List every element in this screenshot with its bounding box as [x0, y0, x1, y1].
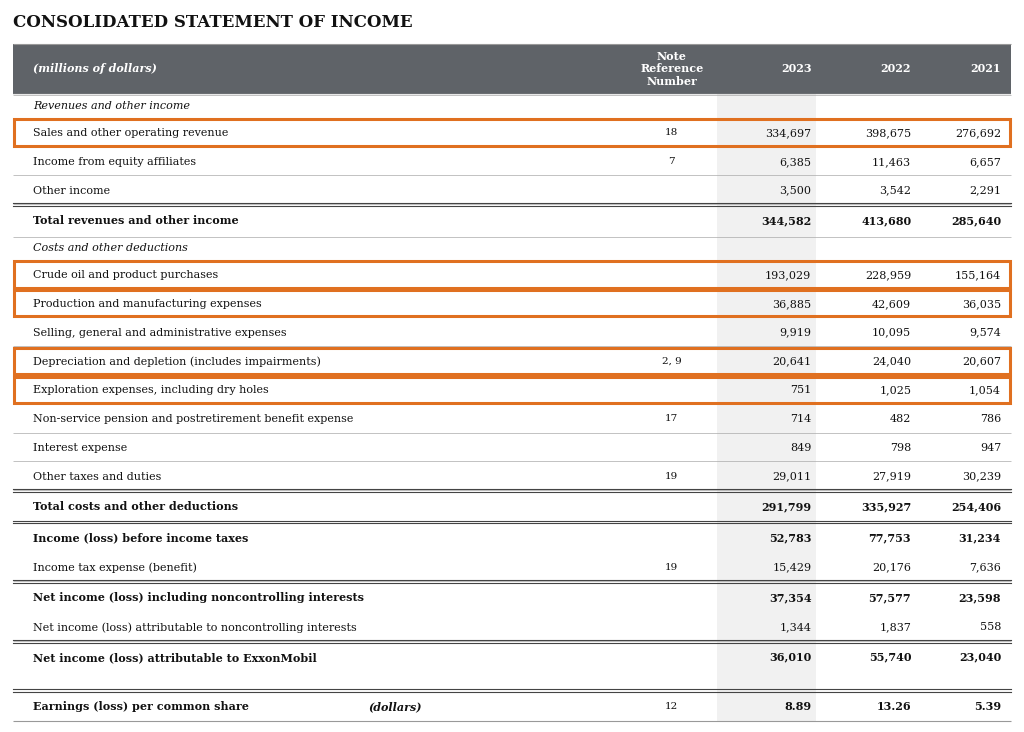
Text: Income from equity affiliates: Income from equity affiliates: [33, 157, 196, 167]
Text: (dollars): (dollars): [368, 701, 422, 712]
Text: 36,885: 36,885: [772, 299, 811, 309]
Bar: [717, 44, 816, 722]
Text: 36,035: 36,035: [962, 299, 1001, 309]
Text: Other income: Other income: [33, 185, 111, 195]
Text: 19: 19: [665, 563, 678, 572]
Text: 19: 19: [665, 472, 678, 481]
Text: 18: 18: [665, 128, 678, 138]
Text: 20,641: 20,641: [772, 356, 811, 367]
Text: 12: 12: [665, 702, 678, 711]
Text: CONSOLIDATED STATEMENT OF INCOME: CONSOLIDATED STATEMENT OF INCOME: [13, 14, 413, 31]
Text: 558: 558: [980, 622, 1001, 632]
Text: (millions of dollars): (millions of dollars): [33, 64, 157, 75]
Text: 1,054: 1,054: [969, 385, 1001, 395]
Text: 786: 786: [980, 414, 1001, 424]
Text: 24,040: 24,040: [872, 356, 911, 367]
Text: Non-service pension and postretirement benefit expense: Non-service pension and postretirement b…: [33, 414, 353, 424]
Text: 335,927: 335,927: [861, 501, 911, 512]
Text: Selling, general and administrative expenses: Selling, general and administrative expe…: [33, 327, 287, 337]
Text: 23,598: 23,598: [958, 592, 1001, 603]
Text: Income tax expense (benefit): Income tax expense (benefit): [33, 562, 197, 573]
Text: Net income (loss) including noncontrolling interests: Net income (loss) including noncontrolli…: [33, 592, 364, 603]
Text: 52,783: 52,783: [769, 532, 811, 543]
Text: 291,799: 291,799: [761, 501, 811, 512]
Text: 228,959: 228,959: [865, 270, 911, 280]
Text: 7,636: 7,636: [969, 562, 1001, 572]
Text: Revenues and other income: Revenues and other income: [33, 101, 190, 111]
Text: 9,919: 9,919: [779, 327, 811, 337]
Text: 155,164: 155,164: [954, 270, 1001, 280]
Text: 1,025: 1,025: [880, 385, 911, 395]
Text: Total costs and other deductions: Total costs and other deductions: [33, 501, 239, 512]
Text: 3,542: 3,542: [880, 185, 911, 195]
Text: 2021: 2021: [971, 64, 1001, 75]
Text: 27,919: 27,919: [872, 471, 911, 482]
Text: 751: 751: [791, 385, 811, 395]
Text: 42,609: 42,609: [872, 299, 911, 309]
Text: 276,692: 276,692: [955, 128, 1001, 138]
Text: Total revenues and other income: Total revenues and other income: [33, 215, 239, 226]
Text: 798: 798: [890, 443, 911, 453]
Text: 2023: 2023: [780, 64, 811, 75]
Bar: [13, 44, 1011, 94]
Text: 57,577: 57,577: [868, 592, 911, 603]
Text: 8.89: 8.89: [784, 701, 811, 712]
Text: Income (loss) before income taxes: Income (loss) before income taxes: [33, 532, 249, 543]
Text: Note
Reference
Number: Note Reference Number: [640, 51, 703, 87]
Text: 849: 849: [790, 443, 811, 453]
Text: 947: 947: [980, 443, 1001, 453]
Text: 5.39: 5.39: [974, 701, 1001, 712]
Text: 55,740: 55,740: [868, 652, 911, 663]
Text: 334,697: 334,697: [765, 128, 811, 138]
Text: 29,011: 29,011: [772, 471, 811, 482]
Text: 3,500: 3,500: [779, 185, 811, 195]
Text: 2022: 2022: [881, 64, 911, 75]
Text: 77,753: 77,753: [868, 532, 911, 543]
Text: 11,463: 11,463: [872, 157, 911, 167]
Text: Net income (loss) attributable to ExxonMobil: Net income (loss) attributable to ExxonM…: [33, 652, 316, 663]
Text: 17: 17: [665, 414, 678, 424]
Text: 482: 482: [890, 414, 911, 424]
Text: 1,837: 1,837: [880, 622, 911, 632]
Text: 1,344: 1,344: [779, 622, 811, 632]
Text: Depreciation and depletion (includes impairments): Depreciation and depletion (includes imp…: [33, 356, 321, 367]
Text: 344,582: 344,582: [761, 215, 811, 226]
Text: Exploration expenses, including dry holes: Exploration expenses, including dry hole…: [33, 385, 268, 395]
Text: 20,607: 20,607: [962, 356, 1001, 367]
Text: Production and manufacturing expenses: Production and manufacturing expenses: [33, 299, 262, 309]
Text: Net income (loss) attributable to noncontrolling interests: Net income (loss) attributable to noncon…: [33, 622, 356, 632]
Text: Crude oil and product purchases: Crude oil and product purchases: [33, 270, 218, 280]
Text: 31,234: 31,234: [958, 532, 1001, 543]
Text: Other taxes and duties: Other taxes and duties: [33, 471, 162, 482]
Text: Costs and other deductions: Costs and other deductions: [33, 243, 187, 253]
Text: 6,385: 6,385: [779, 157, 811, 167]
Text: 2,291: 2,291: [969, 185, 1001, 195]
Text: 714: 714: [791, 414, 811, 424]
Text: 30,239: 30,239: [962, 471, 1001, 482]
Text: 36,010: 36,010: [769, 652, 811, 663]
Text: 15,429: 15,429: [772, 562, 811, 572]
Text: 13.26: 13.26: [877, 701, 911, 712]
Text: 20,176: 20,176: [872, 562, 911, 572]
Text: 285,640: 285,640: [951, 215, 1001, 226]
Text: 23,040: 23,040: [958, 652, 1001, 663]
Text: 193,029: 193,029: [765, 270, 811, 280]
Text: 37,354: 37,354: [769, 592, 811, 603]
Text: Interest expense: Interest expense: [33, 443, 127, 453]
Text: 254,406: 254,406: [951, 501, 1001, 512]
Text: 10,095: 10,095: [872, 327, 911, 337]
Text: 413,680: 413,680: [861, 215, 911, 226]
Text: 9,574: 9,574: [969, 327, 1001, 337]
Text: 6,657: 6,657: [969, 157, 1001, 167]
Text: 2, 9: 2, 9: [662, 357, 682, 366]
Text: 7: 7: [669, 157, 675, 166]
Text: Earnings (loss) per common share: Earnings (loss) per common share: [33, 701, 253, 712]
Text: 398,675: 398,675: [865, 128, 911, 138]
Text: Sales and other operating revenue: Sales and other operating revenue: [33, 128, 228, 138]
